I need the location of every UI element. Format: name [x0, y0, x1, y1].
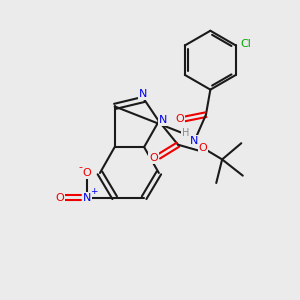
Text: O: O: [55, 193, 64, 203]
Text: N: N: [82, 193, 91, 203]
Text: O: O: [199, 143, 207, 153]
Text: O: O: [82, 168, 91, 178]
Text: O: O: [175, 114, 184, 124]
Text: N: N: [190, 136, 198, 146]
Text: Cl: Cl: [241, 39, 252, 49]
Text: O: O: [149, 153, 158, 163]
Text: +: +: [90, 187, 98, 196]
Text: H: H: [182, 128, 189, 138]
Text: N: N: [139, 89, 147, 99]
Text: N: N: [159, 115, 167, 125]
Text: -: -: [79, 162, 83, 172]
